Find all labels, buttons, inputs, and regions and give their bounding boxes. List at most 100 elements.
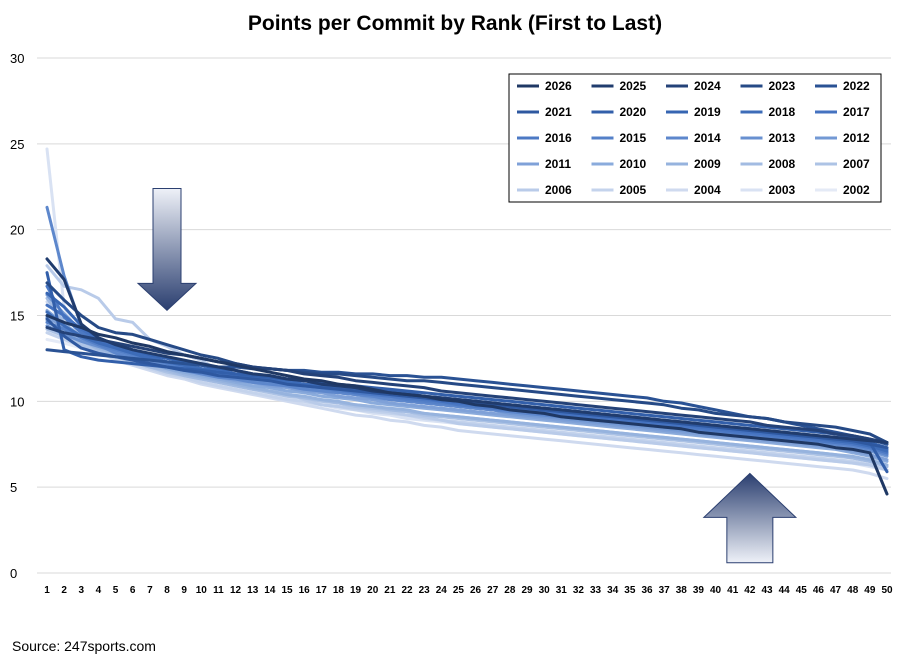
x-tick-label: 25 bbox=[453, 585, 465, 596]
x-tick-label: 22 bbox=[401, 585, 413, 596]
x-tick-label: 14 bbox=[264, 585, 276, 596]
x-tick-label: 47 bbox=[830, 585, 842, 596]
series-lines bbox=[45, 147, 889, 496]
x-tick-label: 11 bbox=[213, 585, 224, 596]
legend-label: 2009 bbox=[694, 157, 721, 171]
series-line-2026 bbox=[45, 314, 889, 496]
y-tick-label: 20 bbox=[10, 223, 24, 238]
x-tick-label: 2 bbox=[61, 585, 67, 596]
x-tick-label: 9 bbox=[181, 585, 187, 596]
x-tick-label: 38 bbox=[676, 585, 688, 596]
x-tick-label: 42 bbox=[744, 585, 756, 596]
x-tick-label: 46 bbox=[813, 585, 825, 596]
x-tick-label: 50 bbox=[881, 585, 893, 596]
legend-label: 2008 bbox=[769, 157, 796, 171]
arrows bbox=[136, 187, 798, 564]
series-line-2005 bbox=[45, 331, 889, 472]
legend-label: 2015 bbox=[620, 131, 647, 145]
down-arrow bbox=[136, 187, 198, 312]
x-tick-label: 31 bbox=[556, 585, 568, 596]
y-tick-label: 5 bbox=[10, 480, 17, 495]
x-tick-label: 10 bbox=[196, 585, 208, 596]
x-tick-label: 40 bbox=[710, 585, 722, 596]
x-tick-label: 37 bbox=[659, 585, 671, 596]
x-tick-label: 18 bbox=[333, 585, 345, 596]
legend-label: 2002 bbox=[843, 183, 870, 197]
x-tick-label: 26 bbox=[470, 585, 482, 596]
legend-label: 2011 bbox=[545, 157, 571, 171]
x-tick-label: 41 bbox=[727, 585, 739, 596]
y-tick-label: 30 bbox=[10, 51, 24, 66]
y-axis-ticks: 0 5 10 15 20 25 30 bbox=[10, 51, 24, 581]
series-line-2025 bbox=[45, 257, 889, 444]
x-tick-label: 23 bbox=[419, 585, 431, 596]
x-tick-label: 24 bbox=[436, 585, 448, 596]
legend-label: 2004 bbox=[694, 183, 721, 197]
x-tick-label: 17 bbox=[316, 585, 328, 596]
y-tick-label: 15 bbox=[10, 309, 24, 324]
x-tick-label: 12 bbox=[230, 585, 242, 596]
x-tick-label: 3 bbox=[79, 585, 85, 596]
legend-label: 2005 bbox=[620, 183, 647, 197]
series-line-2021 bbox=[45, 317, 889, 450]
legend-label: 2019 bbox=[694, 105, 721, 119]
x-tick-label: 34 bbox=[607, 585, 619, 596]
x-tick-label: 7 bbox=[147, 585, 153, 596]
x-tick-label: 49 bbox=[864, 585, 876, 596]
x-tick-label: 5 bbox=[113, 585, 119, 596]
up-arrow bbox=[702, 472, 798, 564]
legend-label: 2010 bbox=[620, 157, 647, 171]
x-tick-label: 48 bbox=[847, 585, 859, 596]
x-tick-label: 35 bbox=[624, 585, 636, 596]
x-tick-label: 21 bbox=[384, 585, 396, 596]
legend-label: 2026 bbox=[545, 79, 572, 93]
legend-label: 2018 bbox=[769, 105, 796, 119]
x-tick-label: 27 bbox=[487, 585, 499, 596]
x-tick-label: 29 bbox=[521, 585, 533, 596]
x-tick-label: 45 bbox=[796, 585, 808, 596]
source-note: Source: 247sports.com bbox=[12, 638, 156, 654]
x-tick-label: 44 bbox=[779, 585, 791, 596]
series-line-2010 bbox=[45, 308, 889, 463]
y-tick-label: 0 bbox=[10, 566, 17, 581]
legend-label: 2003 bbox=[769, 183, 796, 197]
legend-label: 2021 bbox=[545, 105, 572, 119]
y-tick-label: 25 bbox=[10, 137, 24, 152]
legend-label: 2016 bbox=[545, 131, 572, 145]
x-tick-label: 36 bbox=[641, 585, 653, 596]
legend-label: 2012 bbox=[843, 131, 870, 145]
legend-label: 2023 bbox=[769, 79, 796, 93]
series-line-2004 bbox=[45, 300, 889, 481]
legend-label: 2022 bbox=[843, 79, 870, 93]
x-tick-label: 13 bbox=[247, 585, 259, 596]
legend-label: 2017 bbox=[843, 105, 870, 119]
x-tick-label: 32 bbox=[573, 585, 585, 596]
x-tick-label: 19 bbox=[350, 585, 362, 596]
x-tick-label: 20 bbox=[367, 585, 379, 596]
x-tick-label: 1 bbox=[44, 585, 50, 596]
x-tick-label: 33 bbox=[590, 585, 602, 596]
series-line-2009 bbox=[45, 319, 889, 467]
series-line-2020 bbox=[45, 271, 889, 474]
x-tick-label: 15 bbox=[281, 585, 293, 596]
x-tick-label: 30 bbox=[539, 585, 551, 596]
y-tick-label: 10 bbox=[10, 394, 24, 409]
x-tick-label: 8 bbox=[164, 585, 170, 596]
legend-label: 2025 bbox=[620, 79, 647, 93]
legend-label: 2020 bbox=[620, 105, 647, 119]
legend-label: 2007 bbox=[843, 157, 870, 171]
legend-label: 2013 bbox=[769, 131, 796, 145]
series-line-2023 bbox=[45, 281, 889, 444]
x-tick-label: 28 bbox=[504, 585, 516, 596]
chart-title: Points per Commit by Rank (First to Last… bbox=[247, 12, 663, 35]
x-tick-label: 6 bbox=[130, 585, 136, 596]
legend-label: 2024 bbox=[694, 79, 721, 93]
x-tick-label: 43 bbox=[761, 585, 773, 596]
x-tick-label: 4 bbox=[96, 585, 102, 596]
x-tick-label: 16 bbox=[299, 585, 311, 596]
x-axis-ticks: 1 2 3 4 5 6 7 8 9 10 11 12 13 14 15 16 17 18 19 20 21 22 23 24 2… bbox=[44, 585, 893, 596]
legend: 2026 2025 2024 2023 2022 2021 2020 2019 2018 2017… bbox=[508, 73, 882, 203]
x-tick-label: 39 bbox=[693, 585, 705, 596]
legend-label: 2006 bbox=[545, 183, 572, 197]
